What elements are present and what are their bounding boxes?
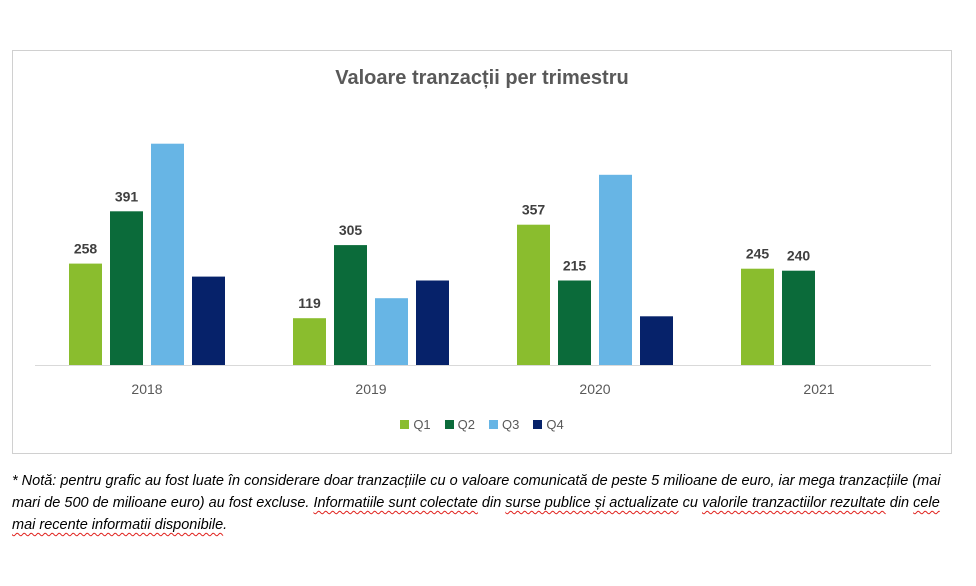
bar-q2-2018 [110,211,143,365]
data-label: 240 [787,248,811,264]
bar-q1-2020 [517,224,550,365]
legend-item-q1: Q1 [400,417,431,432]
footnote-marked-text: valorile tranzactiilor rezultate [701,495,886,511]
footnote-text: * Notă: pentru grafic au fost luate în c… [12,473,941,511]
bar-q3-2019 [375,298,408,365]
legend-swatch [444,420,454,429]
bar-q1-2021 [741,268,774,365]
bar-q4-2020 [640,316,673,365]
footnote-marked-text: cele mai recente informatii disponibile [12,495,940,533]
footnote-end: . [223,517,228,533]
x-tick-label: 2018 [131,381,162,397]
bar-q2-2019 [334,245,367,365]
legend-label: Q2 [457,417,475,432]
chart-legend: Q1 Q2 Q3 Q4 [13,417,951,432]
chart-title: Valoare tranzacții per trimestru [335,67,629,89]
footnote-marked-text: Informatiile sunt colectate [313,495,478,511]
legend-swatch [489,420,498,429]
footnote-marked-text: surse publice și actualizate [505,495,679,511]
x-tick-label: 2019 [355,381,386,397]
legend-label: Q3 [502,417,520,432]
data-label: 357 [522,202,546,218]
bar-q3-2018 [151,143,184,365]
data-label: 305 [339,222,363,238]
legend-label: Q1 [413,417,431,432]
data-label: 258 [74,241,98,257]
footnote-text: din [889,495,910,511]
chart-frame: Valoare tranzacții per trimestru 258 391 2… [12,50,952,454]
legend-swatch [533,420,543,429]
data-label: 119 [298,295,321,311]
legend-swatch [400,420,410,429]
legend-item-q4: Q4 [533,417,564,432]
legend-item-q2: Q2 [444,417,475,432]
bar-q1-2019 [293,318,326,365]
x-tick-label: 2020 [579,381,610,397]
legend-item-q3: Q3 [489,417,519,432]
footnote: * Notă: pentru grafic au fost luate în c… [12,470,962,536]
footnote-text: cu [682,495,698,511]
bar-q4-2019 [416,280,449,365]
data-label: 215 [563,258,587,274]
data-label: 245 [746,246,770,262]
x-tick-label: 2021 [803,381,834,397]
bar-q4-2018 [192,276,225,365]
bar-q2-2021 [782,270,815,365]
bar-q3-2020 [599,174,632,365]
bar-q2-2020 [558,280,591,365]
bar-q1-2018 [69,263,102,365]
data-label: 391 [115,188,139,204]
footnote-text: din [481,495,502,511]
chart-plot: 258 391 2018 119 305 2019 357 215 2020 245 240 2021 [35,143,931,397]
legend-label: Q4 [546,417,564,432]
